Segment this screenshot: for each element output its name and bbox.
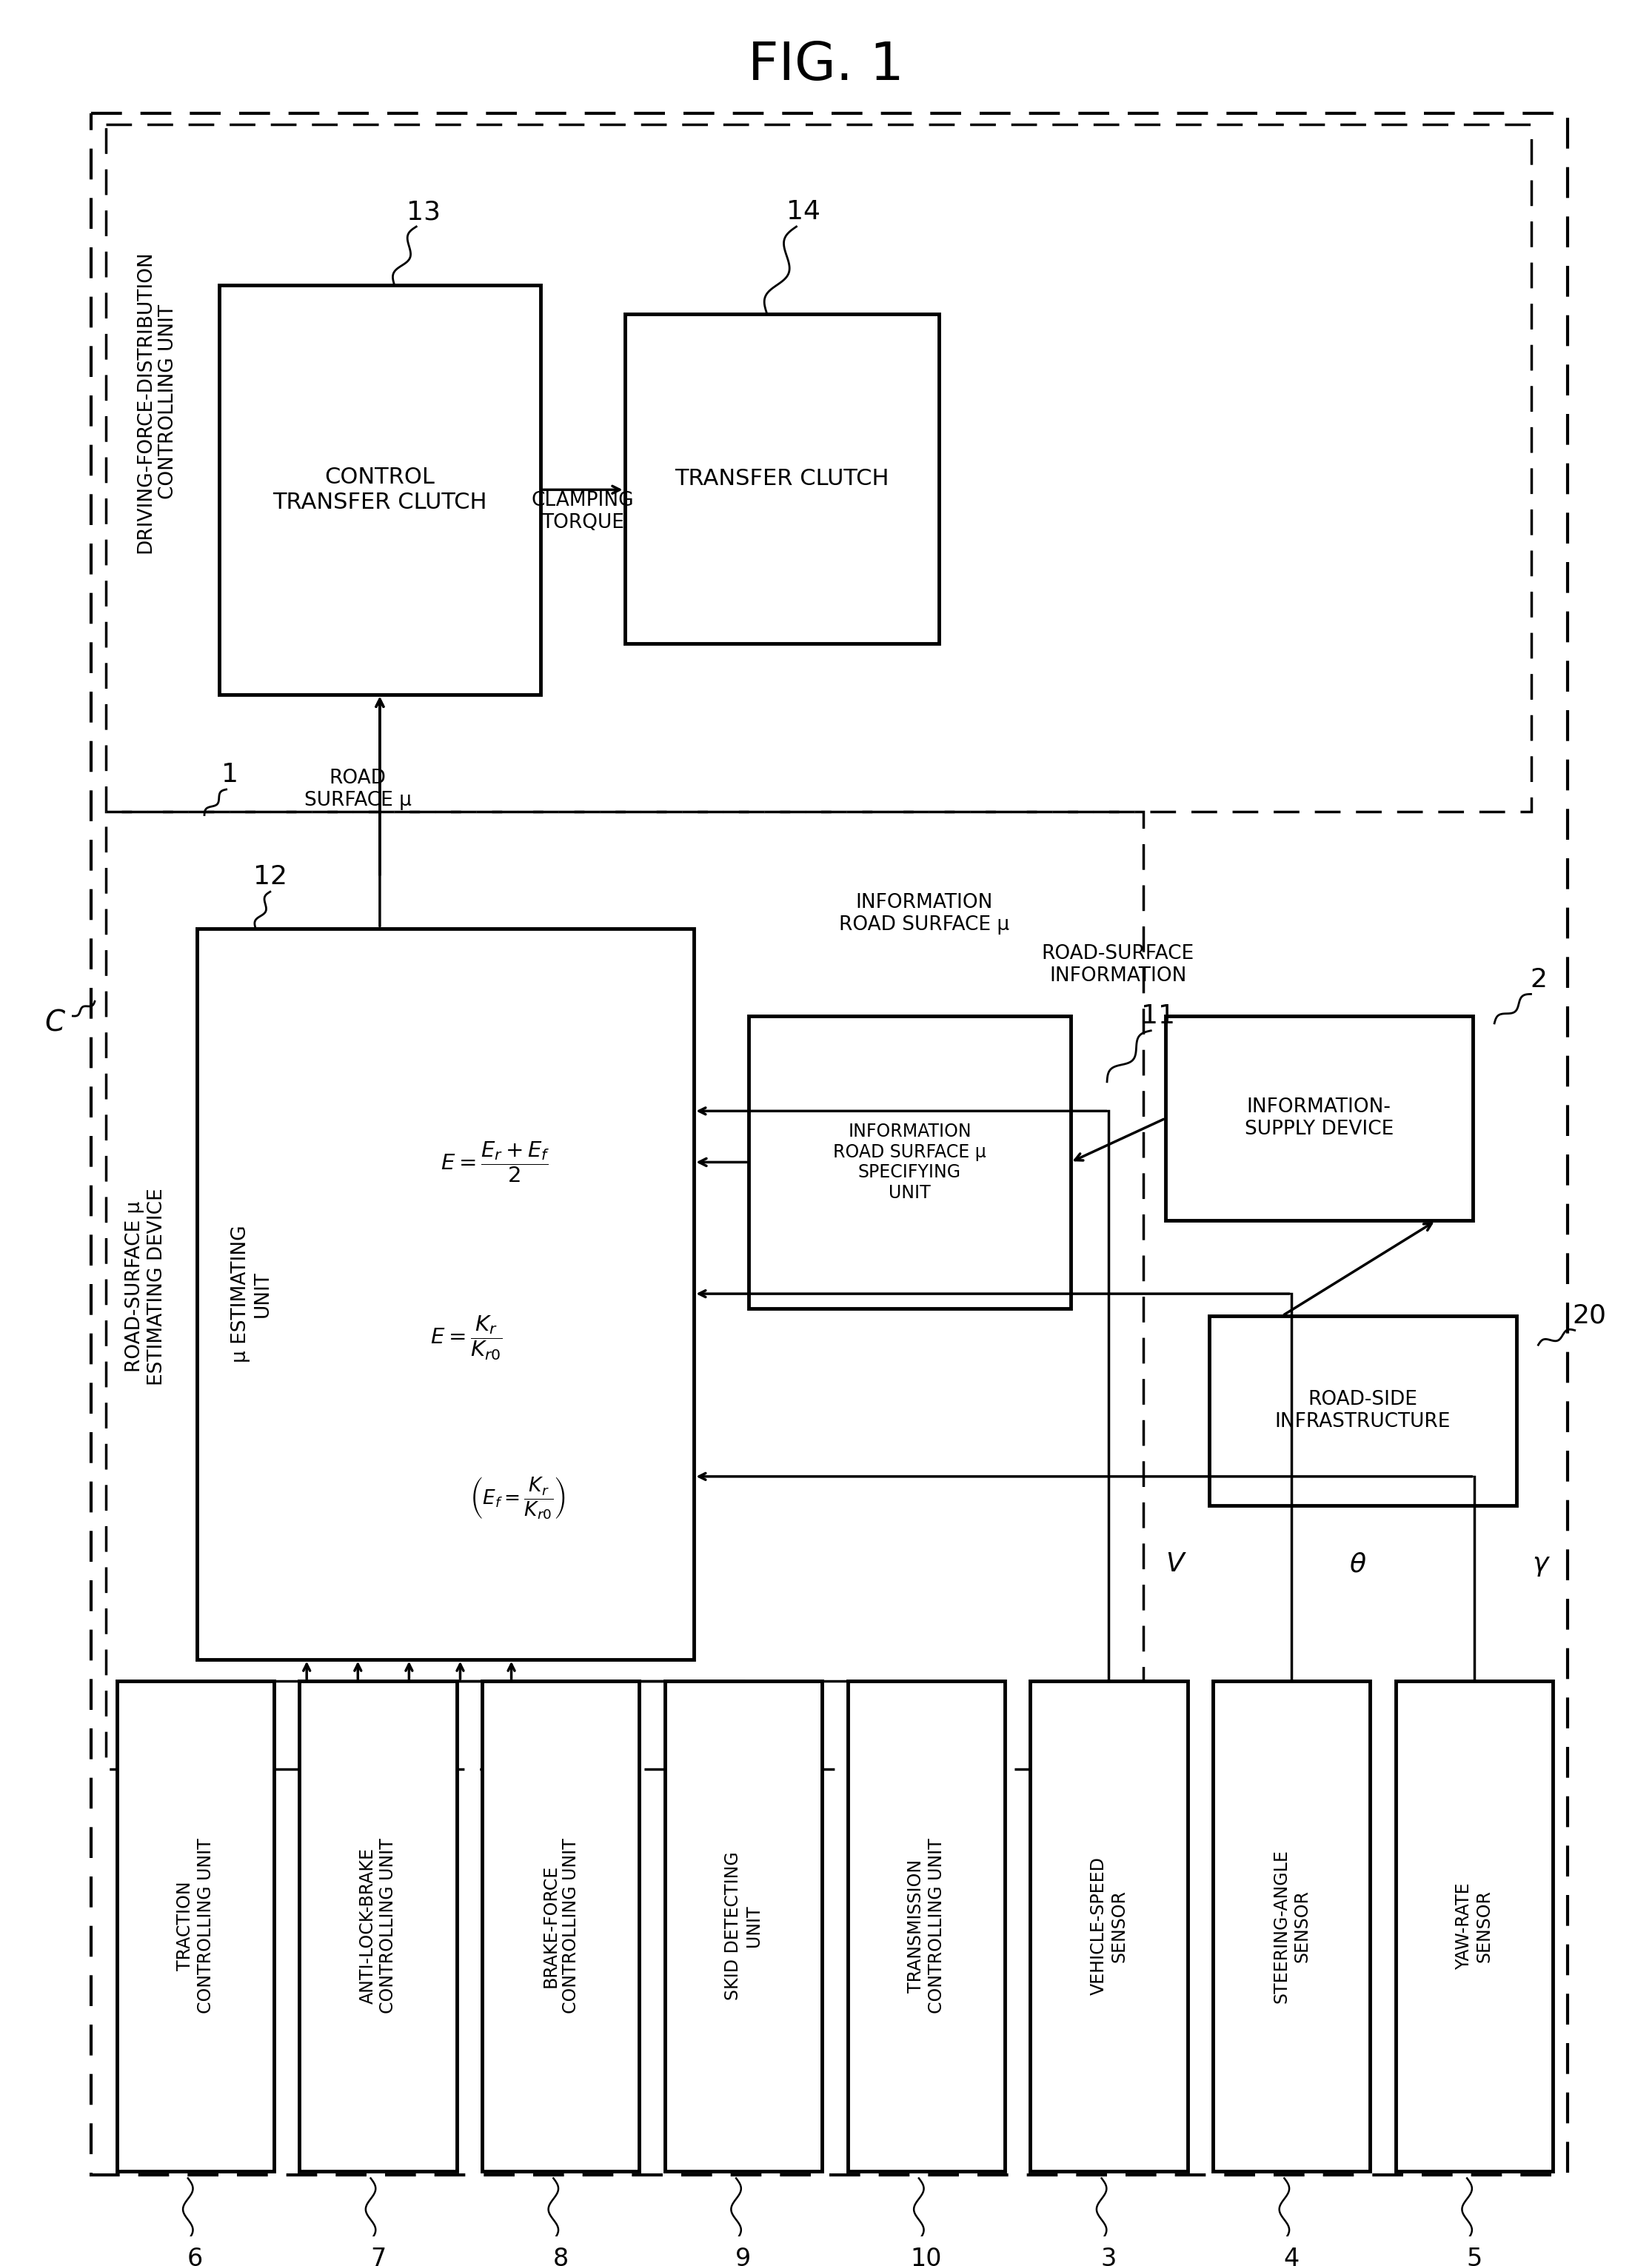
Text: TRACTION
CONTROLLING UNIT: TRACTION CONTROLLING UNIT <box>177 1838 215 2014</box>
Text: CLAMPING
TORQUE: CLAMPING TORQUE <box>532 492 634 533</box>
Text: μ ESTIMATING
UNIT: μ ESTIMATING UNIT <box>231 1226 273 1362</box>
Bar <box>482 1681 639 2171</box>
Bar <box>1166 1015 1472 1221</box>
Bar <box>624 315 938 644</box>
Text: $E = \dfrac{K_r}{K_{r0}}$: $E = \dfrac{K_r}{K_{r0}}$ <box>430 1314 502 1362</box>
Bar <box>106 811 1143 1770</box>
Bar <box>664 1681 823 2171</box>
Text: BRAKE-FORCE
CONTROLLING UNIT: BRAKE-FORCE CONTROLLING UNIT <box>542 1838 580 2014</box>
Bar <box>220 286 540 693</box>
Text: ROAD-SURFACE μ
ESTIMATING DEVICE: ROAD-SURFACE μ ESTIMATING DEVICE <box>126 1187 167 1385</box>
Bar <box>1396 1681 1553 2171</box>
Text: TRANSMISSION
CONTROLLING UNIT: TRANSMISSION CONTROLLING UNIT <box>907 1838 945 2014</box>
Text: γ: γ <box>1531 1552 1548 1577</box>
Text: 20: 20 <box>1573 1303 1606 1328</box>
Text: 8: 8 <box>553 2246 568 2266</box>
Text: C: C <box>45 1008 64 1038</box>
Text: 5: 5 <box>1467 2246 1482 2266</box>
Text: STEERING-ANGLE
SENSOR: STEERING-ANGLE SENSOR <box>1272 1849 1310 2003</box>
Bar <box>117 1681 274 2171</box>
Text: TRANSFER CLUTCH: TRANSFER CLUTCH <box>674 469 889 489</box>
Bar <box>197 929 694 1659</box>
Text: YAW-RATE
SENSOR: YAW-RATE SENSOR <box>1455 1883 1493 1969</box>
Text: ROAD-SIDE
INFRASTRUCTURE: ROAD-SIDE INFRASTRUCTURE <box>1275 1389 1450 1432</box>
Text: INFORMATION
ROAD SURFACE μ: INFORMATION ROAD SURFACE μ <box>839 893 1009 934</box>
Text: VEHICLE-SPEED
SENSOR: VEHICLE-SPEED SENSOR <box>1090 1856 1128 1996</box>
Text: INFORMATION
ROAD SURFACE μ
SPECIFYING
UNIT: INFORMATION ROAD SURFACE μ SPECIFYING UN… <box>833 1122 986 1201</box>
Text: ROAD
SURFACE μ: ROAD SURFACE μ <box>304 768 411 811</box>
Bar <box>299 1681 456 2171</box>
Text: ANTI-LOCK-BRAKE
CONTROLLING UNIT: ANTI-LOCK-BRAKE CONTROLLING UNIT <box>358 1838 396 2014</box>
Bar <box>1031 1681 1188 2171</box>
Text: 2: 2 <box>1530 968 1546 993</box>
Text: 9: 9 <box>735 2246 752 2266</box>
Text: 12: 12 <box>253 866 287 891</box>
Text: CONTROL
TRANSFER CLUTCH: CONTROL TRANSFER CLUTCH <box>273 467 487 512</box>
Bar <box>1209 1317 1517 1505</box>
Bar <box>847 1681 1004 2171</box>
Text: ROAD-SURFACE
INFORMATION: ROAD-SURFACE INFORMATION <box>1042 945 1194 986</box>
Text: 7: 7 <box>370 2246 387 2266</box>
Text: 3: 3 <box>1100 2246 1117 2266</box>
Text: INFORMATION-
SUPPLY DEVICE: INFORMATION- SUPPLY DEVICE <box>1244 1097 1394 1140</box>
Text: 14: 14 <box>786 199 821 224</box>
Text: FIG. 1: FIG. 1 <box>748 41 904 91</box>
Text: θ: θ <box>1350 1552 1366 1577</box>
Text: 4: 4 <box>1284 2246 1300 2266</box>
Text: SKID DETECTING
UNIT: SKID DETECTING UNIT <box>724 1851 763 2001</box>
Text: 10: 10 <box>910 2246 942 2266</box>
Bar <box>748 1015 1070 1307</box>
Text: 13: 13 <box>406 199 441 224</box>
Text: DRIVING-FORCE-DISTRIBUTION
CONTROLLING UNIT: DRIVING-FORCE-DISTRIBUTION CONTROLLING U… <box>135 252 178 553</box>
Bar <box>106 125 1531 811</box>
Text: $\left(E_f = \dfrac{K_r}{K_{r0}}\right)$: $\left(E_f = \dfrac{K_r}{K_{r0}}\right)$ <box>469 1475 565 1520</box>
Bar <box>1213 1681 1370 2171</box>
Text: 6: 6 <box>187 2246 203 2266</box>
Text: 11: 11 <box>1142 1004 1175 1029</box>
Text: $E = \dfrac{E_r + E_f}{2}$: $E = \dfrac{E_r + E_f}{2}$ <box>441 1140 550 1185</box>
Text: 1: 1 <box>221 761 238 786</box>
Text: V: V <box>1165 1552 1184 1577</box>
